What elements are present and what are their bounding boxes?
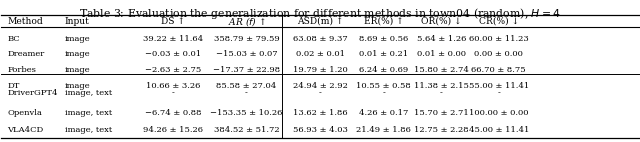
Text: Forbes: Forbes — [7, 66, 36, 74]
Text: 10.66 ± 3.26: 10.66 ± 3.26 — [146, 82, 200, 90]
Text: 85.58 ± 27.04: 85.58 ± 27.04 — [216, 82, 276, 90]
Text: VLA4CD: VLA4CD — [7, 126, 44, 134]
Text: Table 3: Evaluation the generalization for different methods in town04 (random),: Table 3: Evaluation the generalization f… — [79, 6, 561, 21]
Text: image: image — [65, 35, 90, 43]
Text: 56.93 ± 4.03: 56.93 ± 4.03 — [292, 126, 348, 134]
Text: 15.80 ± 2.74: 15.80 ± 2.74 — [414, 66, 468, 74]
Text: 0.00 ± 0.00: 0.00 ± 0.00 — [474, 50, 524, 58]
Text: 45.00 ± 11.41: 45.00 ± 11.41 — [468, 126, 529, 134]
Text: 4.26 ± 0.17: 4.26 ± 0.17 — [359, 109, 408, 117]
Text: DT: DT — [7, 82, 19, 90]
Text: -: - — [319, 89, 321, 98]
Text: Input: Input — [65, 17, 90, 26]
Text: −2.63 ± 2.75: −2.63 ± 2.75 — [145, 66, 201, 74]
Text: image, text: image, text — [65, 109, 112, 117]
Text: Dreamer: Dreamer — [7, 50, 44, 58]
Text: 5.64 ± 1.26: 5.64 ± 1.26 — [417, 35, 466, 43]
Text: BC: BC — [7, 35, 20, 43]
Text: −153.35 ± 10.26: −153.35 ± 10.26 — [211, 109, 283, 117]
Text: 13.62 ± 1.86: 13.62 ± 1.86 — [292, 109, 348, 117]
Text: 6.24 ± 0.69: 6.24 ± 0.69 — [359, 66, 408, 74]
Text: image: image — [65, 50, 90, 58]
Text: −6.74 ± 0.88: −6.74 ± 0.88 — [145, 109, 202, 117]
Text: -: - — [497, 89, 500, 98]
Text: −15.03 ± 0.07: −15.03 ± 0.07 — [216, 50, 277, 58]
Text: 0.01 ± 0.00: 0.01 ± 0.00 — [417, 50, 466, 58]
Text: 100.00 ± 0.00: 100.00 ± 0.00 — [469, 109, 529, 117]
Text: Method: Method — [7, 17, 43, 26]
Text: −17.37 ± 22.98: −17.37 ± 22.98 — [213, 66, 280, 74]
Text: 11.38 ± 2.15: 11.38 ± 2.15 — [414, 82, 468, 90]
Text: 0.02 ± 0.01: 0.02 ± 0.01 — [296, 50, 344, 58]
Text: ER(%) ↑: ER(%) ↑ — [364, 17, 404, 26]
Text: 384.52 ± 51.72: 384.52 ± 51.72 — [214, 126, 280, 134]
Text: 12.75 ± 2.28: 12.75 ± 2.28 — [414, 126, 468, 134]
Text: 63.08 ± 9.37: 63.08 ± 9.37 — [292, 35, 348, 43]
Text: 94.26 ± 15.26: 94.26 ± 15.26 — [143, 126, 203, 134]
Text: 21.49 ± 1.86: 21.49 ± 1.86 — [356, 126, 412, 134]
Text: OR(%) ↓: OR(%) ↓ — [421, 17, 461, 26]
Text: 39.22 ± 11.64: 39.22 ± 11.64 — [143, 35, 203, 43]
Text: 15.70 ± 2.71: 15.70 ± 2.71 — [414, 109, 468, 117]
Text: DriverGPT4: DriverGPT4 — [7, 89, 58, 98]
Text: -: - — [383, 89, 385, 98]
Text: -: - — [245, 89, 248, 98]
Text: -: - — [172, 89, 175, 98]
Text: −0.03 ± 0.01: −0.03 ± 0.01 — [145, 50, 201, 58]
Text: 19.79 ± 1.20: 19.79 ± 1.20 — [292, 66, 348, 74]
Text: 66.70 ± 8.75: 66.70 ± 8.75 — [472, 66, 526, 74]
Text: image, text: image, text — [65, 126, 112, 134]
Text: ASD(m) ↑: ASD(m) ↑ — [297, 17, 343, 26]
Text: 60.00 ± 11.23: 60.00 ± 11.23 — [469, 35, 529, 43]
Text: -: - — [440, 89, 443, 98]
Text: CR(%) ↓: CR(%) ↓ — [479, 17, 519, 26]
Text: 8.69 ± 0.56: 8.69 ± 0.56 — [359, 35, 408, 43]
Text: image, text: image, text — [65, 89, 112, 98]
Text: Openvla: Openvla — [7, 109, 42, 117]
Text: AR ($f$) ↑: AR ($f$) ↑ — [228, 15, 266, 28]
Text: 10.55 ± 0.58: 10.55 ± 0.58 — [356, 82, 412, 90]
Text: 0.01 ± 0.21: 0.01 ± 0.21 — [359, 50, 408, 58]
Text: 358.79 ± 79.59: 358.79 ± 79.59 — [214, 35, 280, 43]
Text: DS ↑: DS ↑ — [161, 17, 185, 26]
Text: image: image — [65, 82, 90, 90]
Text: 55.00 ± 11.41: 55.00 ± 11.41 — [468, 82, 529, 90]
Text: image: image — [65, 66, 90, 74]
Text: 24.94 ± 2.92: 24.94 ± 2.92 — [292, 82, 348, 90]
